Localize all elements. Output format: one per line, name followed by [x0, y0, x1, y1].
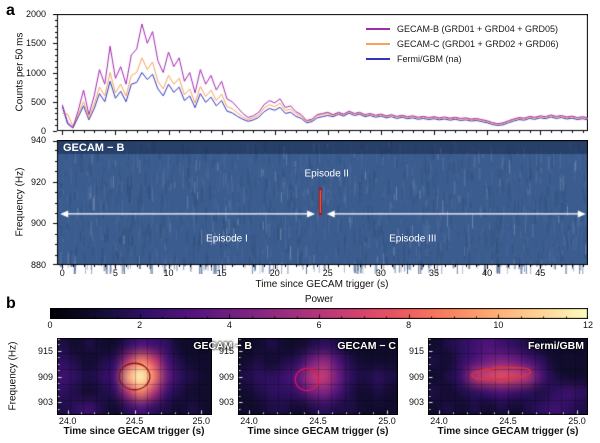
heatmap-xtick-label: 24.5	[499, 416, 517, 426]
panel-b-letter: b	[6, 295, 16, 312]
spec-ytick-label: 940	[30, 135, 46, 145]
heatmap-ytick-label: 903	[408, 397, 424, 408]
gecam-b-heatmap-canvas	[57, 338, 212, 415]
lightcurve-canvas	[49, 14, 588, 140]
panel-a-letter: a	[6, 2, 15, 19]
fermi-gbm-heatmap-canvas	[428, 338, 588, 415]
heatmap-ytick-label: 915	[218, 345, 234, 356]
lc-ytick-label: 500	[30, 96, 46, 107]
lightcurve-legend: GECAM-B (GRD01 + GRD04 + GRD05) GECAM-C …	[366, 21, 559, 66]
colorbar-tick-label: 12	[582, 320, 594, 330]
colorbar-tick-label: 0	[47, 320, 53, 330]
heatmap-ytick-label: 903	[218, 397, 234, 408]
heatmap-xtick-label: 24.0	[240, 416, 258, 426]
heatmap-xtick-label: 24.0	[58, 416, 77, 426]
episode-label-3: Episode III	[389, 233, 437, 245]
spec-xtick-label: 5	[112, 268, 118, 278]
spec-ytick-label: 920	[30, 176, 46, 187]
heatmap-ylabel: Frequency (Hz)	[7, 341, 19, 411]
heatmap-xtick-label: 25.0	[192, 416, 211, 426]
spectrogram-canvas	[49, 140, 588, 274]
gecam-b-heatmap-title: GECAM − B	[193, 340, 252, 352]
spec-xtick-label: 0	[59, 268, 65, 278]
gecam-b-heatmap-xlabel: Time since GECAM trigger (s)	[63, 426, 205, 437]
colorbar-tick-label: 6	[316, 320, 322, 330]
legend-label-gecam-c: GECAM-C (GRD01 + GRD02 + GRD06)	[397, 38, 559, 49]
fermi-gbm-line-swatch	[366, 57, 390, 60]
legend-label-gecam-b: GECAM-B (GRD01 + GRD04 + GRD05)	[397, 23, 559, 34]
spec-xtick-label: 10	[163, 268, 174, 278]
gecam-c-heatmap-title: GECAM − C	[337, 340, 396, 352]
colorbar-tick-label: 8	[406, 320, 412, 330]
gecam-c-heatmap-xlabel: Time since GECAM trigger (s)	[247, 426, 389, 437]
colorbar-tick-label: 10	[493, 320, 504, 330]
legend-row-gecam-b: GECAM-B (GRD01 + GRD04 + GRD05)	[366, 21, 559, 36]
spectrogram-xlabel: Time since GECAM trigger (s)	[255, 279, 389, 290]
heatmap-ytick-label: 915	[408, 345, 424, 356]
spec-xtick-label: 35	[428, 268, 440, 278]
spec-ytick-label: 880	[30, 260, 46, 270]
spec-xtick-label: 20	[269, 268, 280, 278]
colorbar-canvas	[50, 308, 588, 319]
legend-row-gecam-c: GECAM-C (GRD01 + GRD02 + GRD06)	[366, 36, 559, 51]
heatmap-ytick-label: 909	[218, 371, 234, 382]
episode-label-2: Episode II	[304, 168, 349, 180]
heatmap-ytick-label: 915	[37, 345, 53, 356]
gecam-c-line-swatch	[366, 42, 390, 45]
spectrogram-title: GECAM − B	[63, 142, 125, 154]
gecam-b-line-swatch	[366, 27, 390, 30]
heatmap-xtick-label: 24.0	[430, 416, 448, 426]
spec-xtick-label: 25	[322, 268, 333, 278]
lc-ytick-label: 0	[40, 126, 46, 136]
colorbar-tick-label: 2	[137, 320, 143, 330]
gecam-c-heatmap-canvas	[238, 338, 398, 415]
heatmap-ytick-label: 903	[37, 397, 53, 408]
lc-ytick-label: 2000	[25, 9, 46, 19]
colorbar-tick-label: 4	[226, 320, 232, 330]
heatmap-ytick-label: 909	[37, 371, 53, 382]
heatmap-xtick-label: 25.0	[378, 416, 396, 426]
heatmap-xtick-label: 24.5	[309, 416, 327, 426]
heatmap-xtick-label: 25.0	[568, 416, 586, 426]
lc-ytick-label: 1500	[25, 38, 46, 49]
fermi-gbm-heatmap-xlabel: Time since GECAM trigger (s)	[437, 426, 579, 437]
legend-row-fermi-gbm: Fermi/GBM (na)	[366, 51, 559, 66]
spec-xtick-label: 15	[216, 268, 227, 278]
fermi-gbm-heatmap-title: Fermi/GBM	[527, 340, 584, 352]
legend-label-fermi-gbm: Fermi/GBM (na)	[397, 53, 462, 64]
spec-xtick-label: 30	[375, 268, 386, 278]
lc-ytick-label: 1000	[25, 67, 46, 78]
colorbar-title: Power	[304, 294, 334, 305]
spec-xtick-label: 40	[482, 268, 493, 278]
episode-label-1: Episode I	[206, 233, 248, 245]
spec-xtick-label: 45	[535, 268, 546, 278]
heatmap-ytick-label: 909	[408, 371, 424, 382]
heatmap-xtick-label: 24.5	[125, 416, 144, 426]
spec-ytick-label: 900	[30, 218, 46, 229]
